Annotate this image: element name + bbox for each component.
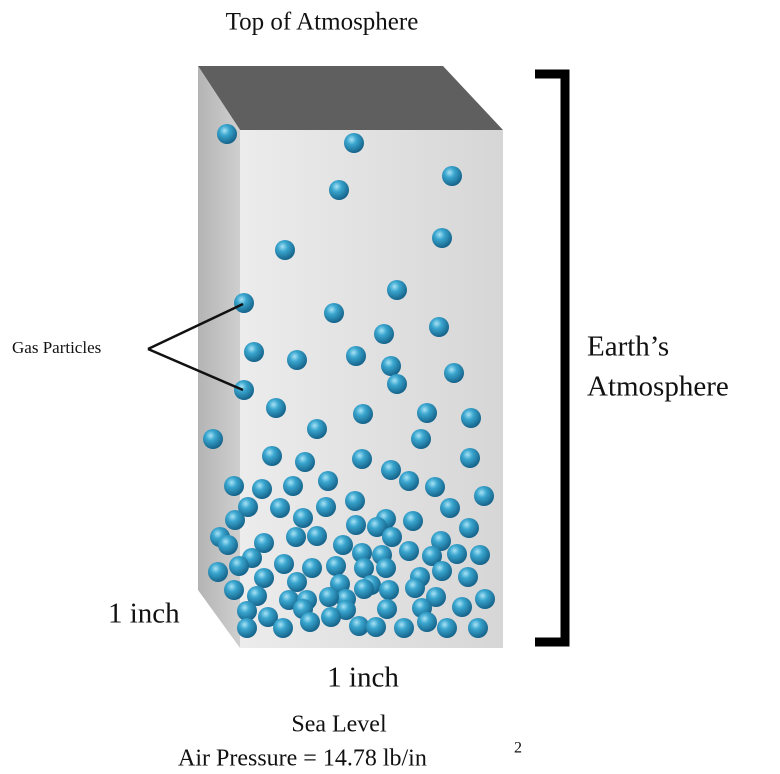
gas-particle bbox=[346, 515, 366, 535]
gas-particle bbox=[319, 587, 339, 607]
gas-particle bbox=[381, 356, 401, 376]
gas-particle bbox=[394, 618, 414, 638]
gas-particle bbox=[287, 350, 307, 370]
gas-particle bbox=[459, 518, 479, 538]
gas-particle bbox=[411, 429, 431, 449]
gas-particle bbox=[266, 398, 286, 418]
gas-particle bbox=[432, 228, 452, 248]
gas-particle bbox=[444, 363, 464, 383]
gas-particle bbox=[333, 535, 353, 555]
gas-particle bbox=[225, 510, 245, 530]
gas-particle bbox=[208, 562, 228, 582]
gas-particle bbox=[300, 612, 320, 632]
gas-particle bbox=[437, 618, 457, 638]
gas-particle bbox=[425, 477, 445, 497]
gas-particle bbox=[217, 124, 237, 144]
gas-particle bbox=[270, 498, 290, 518]
gas-particle bbox=[316, 497, 336, 517]
sea-level: Sea Level bbox=[291, 712, 387, 738]
gas-particle bbox=[321, 607, 341, 627]
bracket bbox=[535, 74, 565, 642]
atmosphere-label: Atmosphere bbox=[587, 371, 729, 403]
gas-particle bbox=[346, 346, 366, 366]
gas-particle bbox=[442, 166, 462, 186]
gas-particle bbox=[460, 448, 480, 468]
gas-particle bbox=[252, 479, 272, 499]
gas-particle bbox=[307, 419, 327, 439]
gas-particle bbox=[352, 449, 372, 469]
gas-particle bbox=[474, 486, 494, 506]
gas-particle bbox=[275, 240, 295, 260]
gas-particle bbox=[307, 526, 327, 546]
gas-particle bbox=[429, 317, 449, 337]
gas-particle bbox=[262, 446, 282, 466]
gas-particle bbox=[286, 527, 306, 547]
particles-label: Gas Particles bbox=[12, 338, 101, 357]
gas-particle bbox=[244, 342, 264, 362]
diagram: Top of Atmosphere Gas Particles Earth’s … bbox=[0, 0, 780, 774]
gas-particle bbox=[302, 558, 322, 578]
gas-particle bbox=[273, 618, 293, 638]
gas-particle bbox=[354, 579, 374, 599]
gas-particle bbox=[326, 556, 346, 576]
gas-particle bbox=[417, 403, 437, 423]
gas-particle bbox=[475, 589, 495, 609]
gas-particle bbox=[287, 572, 307, 592]
gas-particle bbox=[234, 293, 254, 313]
width-label: 1 inch bbox=[327, 662, 399, 694]
gas-particle bbox=[318, 471, 338, 491]
gas-particle bbox=[405, 578, 425, 598]
gas-particle bbox=[349, 616, 369, 636]
gas-particle bbox=[470, 545, 490, 565]
depth-label: 1 inch bbox=[108, 598, 180, 630]
gas-particle bbox=[283, 476, 303, 496]
atmosphere-label: Earth’s bbox=[587, 331, 669, 363]
gas-particle bbox=[293, 508, 313, 528]
gas-particle bbox=[224, 580, 244, 600]
gas-particle bbox=[379, 580, 399, 600]
gas-particle bbox=[344, 133, 364, 153]
gas-particle bbox=[387, 374, 407, 394]
gas-particle bbox=[440, 498, 460, 518]
gas-particle bbox=[345, 491, 365, 511]
gas-particle bbox=[324, 303, 344, 323]
gas-particle bbox=[381, 460, 401, 480]
gas-particle bbox=[237, 618, 257, 638]
gas-particle bbox=[461, 408, 481, 428]
gas-particle bbox=[387, 280, 407, 300]
gas-particle bbox=[218, 535, 238, 555]
pressure: Air Pressure = 14.78 lb/in bbox=[178, 746, 427, 772]
gas-particle bbox=[376, 558, 396, 578]
gas-particle bbox=[234, 380, 254, 400]
gas-particle bbox=[403, 511, 423, 531]
gas-particle bbox=[382, 527, 402, 547]
gas-particle bbox=[468, 618, 488, 638]
gas-particle bbox=[203, 429, 223, 449]
gas-particle bbox=[399, 471, 419, 491]
gas-particle bbox=[224, 476, 244, 496]
gas-particle bbox=[447, 544, 467, 564]
gas-particle bbox=[417, 612, 437, 632]
gas-particle bbox=[374, 324, 394, 344]
gas-particle bbox=[366, 617, 386, 637]
gas-particle bbox=[229, 556, 249, 576]
gas-particle bbox=[329, 180, 349, 200]
gas-particle bbox=[458, 567, 478, 587]
gas-particle bbox=[377, 599, 397, 619]
gas-particle bbox=[353, 404, 373, 424]
gas-particle bbox=[254, 568, 274, 588]
title: Top of Atmosphere bbox=[226, 9, 419, 36]
gas-particle bbox=[399, 541, 419, 561]
gas-particle bbox=[295, 452, 315, 472]
gas-particle bbox=[432, 561, 452, 581]
pressure-exponent: 2 bbox=[514, 740, 522, 757]
box-top bbox=[198, 66, 503, 130]
gas-particle bbox=[274, 554, 294, 574]
gas-particle bbox=[452, 597, 472, 617]
